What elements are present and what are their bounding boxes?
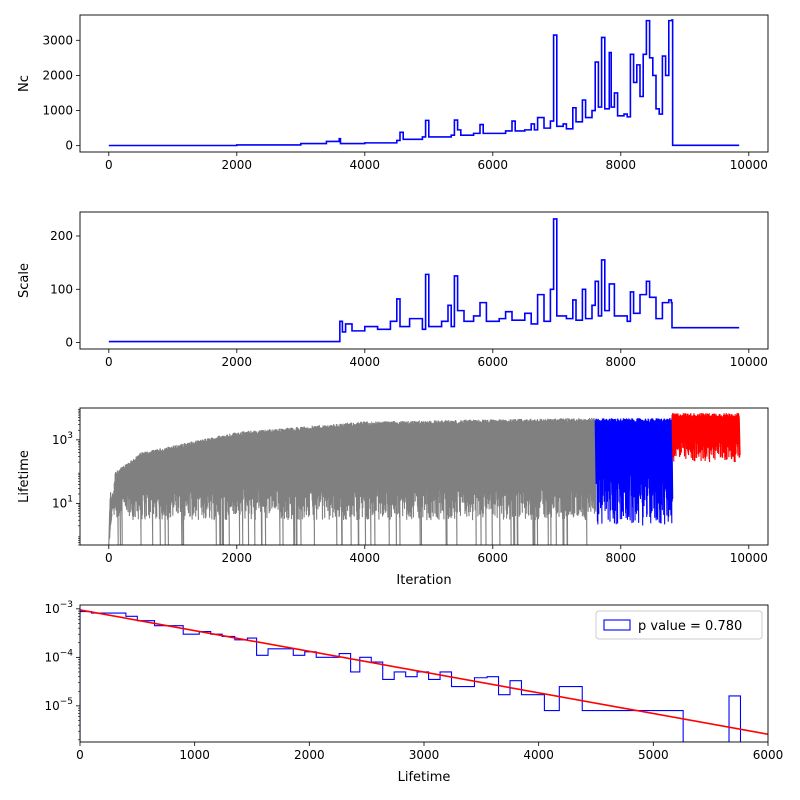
y-tick-exponent: −5 [60, 697, 73, 707]
axes-2: 0 2000 4000 6000 8000 10000101103LifetimeIter… [17, 409, 768, 588]
x-tick-label: 4000 [350, 158, 381, 172]
x-tick-label: 10000 [730, 355, 768, 369]
x-tick-label: 10000 [730, 551, 768, 565]
y-axis-label: Scale [17, 263, 32, 298]
x-tick-label: 0 [105, 158, 113, 172]
y-tick-exponent: 3 [67, 431, 73, 441]
x-tick-label: 6000 [478, 158, 509, 172]
legend-label: p value = 0.780 [638, 619, 742, 634]
legend-box [595, 610, 763, 640]
x-axis-label: Lifetime [398, 770, 451, 785]
x-tick-label: 6000 [753, 748, 784, 762]
y-tick-label: 101 [52, 495, 73, 511]
y-tick-exponent: 1 [67, 495, 73, 505]
axes-1: 0 2000 4000 6000 8000 10000 0 100 200 Scale [17, 229, 768, 369]
x-tick-label: 0 [76, 748, 84, 762]
x-tick-label: 5000 [638, 748, 669, 762]
x-tick-label: 0 [105, 355, 113, 369]
y-axis-label: Lifetime [17, 450, 32, 503]
exponential-fit-line [80, 609, 768, 736]
x-tick-label: 4000 [350, 355, 381, 369]
x-axis-label: Iteration [396, 573, 451, 588]
y-tick-label: 0 [65, 139, 73, 153]
y-tick-label: 1000 [42, 104, 73, 118]
y-tick-label: 0 [65, 336, 73, 350]
y-tick-label: 10−5 [44, 697, 73, 713]
x-tick-label: 2000 [222, 355, 253, 369]
axes-0: 0 2000 4000 6000 8000 10000 0 1000 2000 3000 Nc [17, 33, 768, 172]
x-tick-label: 2000 [222, 158, 253, 172]
x-tick-label: 2000 [222, 551, 253, 565]
y-tick-base: 10 [44, 602, 59, 616]
legend: p value = 0.780 [595, 610, 763, 640]
x-tick-label: 6000 [478, 551, 509, 565]
y-tick-exponent: −3 [60, 600, 73, 610]
y-tick-label: 200 [50, 229, 73, 243]
axes-frame [79, 604, 769, 743]
y-tick-base: 10 [44, 650, 59, 664]
y-tick-label: 10−3 [44, 600, 73, 616]
axes-frame [79, 14, 769, 153]
x-tick-label: 3000 [409, 748, 440, 762]
y-tick-label: 2000 [42, 68, 73, 82]
series-line [108, 19, 740, 147]
y-tick-base: 10 [52, 433, 67, 447]
y-tick-base: 10 [52, 497, 67, 511]
x-tick-label: 10000 [730, 158, 768, 172]
legend-swatch [603, 619, 631, 631]
lifetime-trace [594, 418, 674, 526]
x-tick-label: 0 [105, 551, 113, 565]
x-tick-label: 4000 [350, 551, 381, 565]
x-tick-label: 6000 [478, 355, 509, 369]
x-tick-label: 8000 [606, 158, 637, 172]
series-line [108, 218, 740, 343]
y-tick-base: 10 [44, 699, 59, 713]
x-tick-label: 1000 [179, 748, 210, 762]
y-tick-label: 3000 [42, 33, 73, 47]
y-tick-exponent: −4 [60, 648, 74, 658]
lifetime-trace [108, 417, 597, 545]
axes-3: 0 1000 2000 3000 4000 5000 600010−310−410−5Lif… [44, 600, 783, 785]
axes-frame [79, 211, 769, 350]
x-tick-label: 8000 [606, 551, 637, 565]
y-tick-label: 10−4 [44, 648, 73, 664]
y-tick-label: 103 [52, 431, 73, 447]
axes-frame [79, 407, 769, 546]
y-axis-label: Nc [17, 75, 32, 92]
y-tick-label: 100 [50, 282, 73, 296]
x-tick-label: 8000 [606, 355, 637, 369]
x-tick-label: 2000 [294, 748, 325, 762]
x-tick-label: 4000 [523, 748, 554, 762]
lifetime-trace [671, 412, 741, 463]
